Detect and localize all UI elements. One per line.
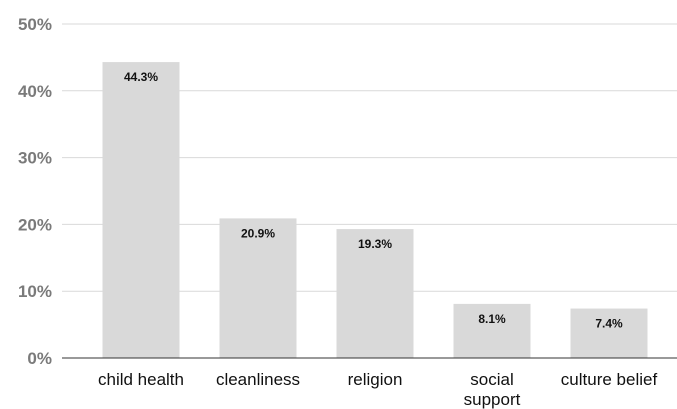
category-label: child health: [98, 370, 184, 389]
y-tick-label: 20%: [18, 215, 52, 234]
category-label: religion: [348, 370, 403, 389]
bar: [336, 229, 414, 358]
bar: [453, 303, 531, 358]
y-tick-label: 10%: [18, 282, 52, 301]
category-label: social: [470, 370, 513, 389]
data-label: 7.4%: [595, 317, 623, 331]
y-tick-labels: 0% 10% 20% 30% 40% 50%: [18, 15, 52, 368]
y-tick-label: 30%: [18, 149, 52, 168]
category-labels: child health cleanliness religion socialsup…: [98, 370, 657, 409]
data-label: 20.9%: [241, 226, 275, 240]
bars: [102, 62, 648, 359]
category-label: cleanliness: [216, 370, 300, 389]
data-label: 44.3%: [124, 70, 158, 84]
bar: [570, 308, 648, 358]
category-label: culture belief: [561, 370, 658, 389]
category-label: support: [464, 390, 521, 409]
bar: [102, 62, 180, 359]
y-tick-label: 50%: [18, 15, 52, 34]
data-label: 19.3%: [358, 237, 392, 251]
bar: [219, 218, 297, 358]
data-label: 8.1%: [478, 312, 506, 326]
y-tick-label: 0%: [27, 349, 52, 368]
y-tick-label: 40%: [18, 82, 52, 101]
data-labels: 44.3% 20.9% 19.3% 8.1% 7.4%: [124, 70, 623, 330]
